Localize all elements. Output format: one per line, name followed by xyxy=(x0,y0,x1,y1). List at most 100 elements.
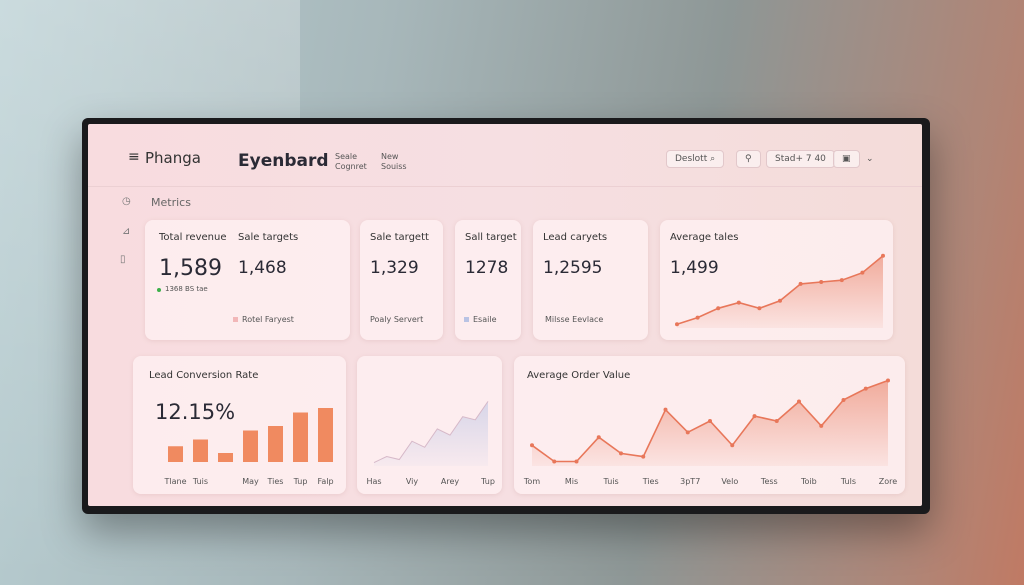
kpi-value: 1278 xyxy=(465,258,509,278)
kpi-card: Sall target 1278 Esaile xyxy=(455,220,521,340)
x-tick-label: Tom xyxy=(523,477,540,486)
point xyxy=(685,430,690,435)
x-tick-label: Tess xyxy=(760,477,778,486)
x-tick-label: Tlane xyxy=(163,477,186,486)
point xyxy=(797,399,801,404)
kpi-title: Sale targett xyxy=(370,232,429,243)
dropdown[interactable]: ⌄ xyxy=(866,154,874,164)
chart-title: Average Order Value xyxy=(527,370,631,381)
status-dot xyxy=(157,288,161,292)
bar-chart: Tlane Tuis May Ties Tup Falp xyxy=(163,408,334,486)
point xyxy=(730,443,735,448)
line-chart xyxy=(675,253,885,328)
x-tick-label: Tup xyxy=(480,477,495,486)
point xyxy=(663,407,668,412)
x-tick-label: May xyxy=(242,477,259,486)
menu-item[interactable]: Souiss xyxy=(381,162,407,171)
nav-icon[interactable]: ⊿ xyxy=(122,226,131,237)
point xyxy=(841,397,846,402)
search-label: Deslott xyxy=(675,154,708,164)
kpi-card: Total revenue 1,589 1368 BS tae Sale tar… xyxy=(145,220,350,340)
menu-item[interactable]: Seale xyxy=(335,152,358,161)
x-tick-label: 3pT7 xyxy=(680,477,700,486)
x-tick-label: Tuis xyxy=(603,477,619,486)
point xyxy=(886,378,890,383)
status: Stad+ 7 40 xyxy=(766,150,835,168)
kpi-value: 1,468 xyxy=(238,258,287,278)
x-tick-label: Tup xyxy=(293,477,308,486)
bar xyxy=(293,412,308,462)
brand: Phanga xyxy=(145,149,201,167)
kpi-card: Lead caryets 1,2595 Milsse Eevlace xyxy=(533,220,648,340)
legend-swatch xyxy=(233,317,238,322)
point xyxy=(641,454,646,459)
bar xyxy=(318,408,333,462)
point xyxy=(757,306,762,311)
bar xyxy=(243,430,258,462)
legend-swatch xyxy=(464,317,469,322)
bar xyxy=(193,439,208,462)
x-tick-label: Ties xyxy=(267,477,284,486)
point xyxy=(619,451,623,456)
point xyxy=(708,419,712,423)
point xyxy=(752,414,757,419)
kpi-title: Lead caryets xyxy=(543,232,608,243)
area-fill xyxy=(532,380,888,466)
kpi-value: 1,589 xyxy=(159,256,222,281)
x-tick-label: Tuis xyxy=(192,477,208,486)
bar xyxy=(268,426,283,462)
nav-icon[interactable]: ▯ xyxy=(120,254,126,265)
area-fill xyxy=(677,255,883,328)
point xyxy=(819,423,824,428)
menu-item[interactable]: New xyxy=(381,152,399,161)
kpi-title: Sale targets xyxy=(238,232,299,243)
point xyxy=(596,435,601,440)
app-title: Eyenbard xyxy=(238,151,329,171)
x-tick-label: Velo xyxy=(721,477,738,486)
kpi-title: Sall target xyxy=(465,232,517,243)
screen: ≡ Phanga Eyenbard Seale Cognret New Soui… xyxy=(88,124,922,506)
x-tick-label: Ties xyxy=(642,477,659,486)
point xyxy=(736,300,741,305)
kpi-value: 1,2595 xyxy=(543,258,603,278)
menu-item[interactable]: Cognret xyxy=(335,162,367,171)
chart-value: 12.15% xyxy=(155,400,236,424)
point xyxy=(552,459,557,464)
area-fill xyxy=(374,401,488,466)
point xyxy=(574,459,579,464)
nav-icon[interactable]: ◷ xyxy=(122,196,131,207)
x-tick-label: Viy xyxy=(406,477,419,486)
x-tick-label: Has xyxy=(366,477,381,486)
x-tick-label: Toib xyxy=(800,477,817,486)
kpi-value: 1,329 xyxy=(370,258,419,278)
settings-button[interactable]: ▣ xyxy=(833,150,860,168)
point xyxy=(881,253,885,258)
point xyxy=(778,298,782,303)
x-tick-label: Arey xyxy=(441,477,460,486)
menu-icon[interactable]: ≡ xyxy=(128,149,140,165)
kpi-footer: Poaly Servert xyxy=(370,315,424,324)
line-chart: Tom Mis Tuis Ties 3pT7 Velo Tess Toib Tuls Zore xyxy=(523,378,897,486)
x-tick-label: Tuls xyxy=(840,477,856,486)
search-button[interactable]: Deslott ⌕ xyxy=(666,150,725,168)
bar xyxy=(168,446,183,462)
user-button[interactable]: ⚲ xyxy=(736,150,761,168)
point xyxy=(774,419,779,423)
area-chart: Has Viy Arey Tup xyxy=(366,401,495,486)
x-tick-label: Mis xyxy=(565,477,578,486)
point xyxy=(716,306,721,311)
kpi-footer: Milsse Eevlace xyxy=(545,315,604,324)
kpi-note: 1368 BS tae xyxy=(165,285,208,293)
kpi-footer: Esaile xyxy=(473,315,497,324)
point xyxy=(860,270,865,275)
kpi-title: Total revenue xyxy=(159,232,227,243)
point xyxy=(863,386,868,391)
point xyxy=(695,315,700,320)
line xyxy=(373,401,489,464)
chart-value: 1,499 xyxy=(670,258,719,278)
point xyxy=(530,443,534,448)
chart-title: Lead Conversion Rate xyxy=(149,370,259,381)
bar xyxy=(218,453,233,462)
kpi-footer: Rotel Faryest xyxy=(242,315,294,324)
point xyxy=(798,281,803,286)
